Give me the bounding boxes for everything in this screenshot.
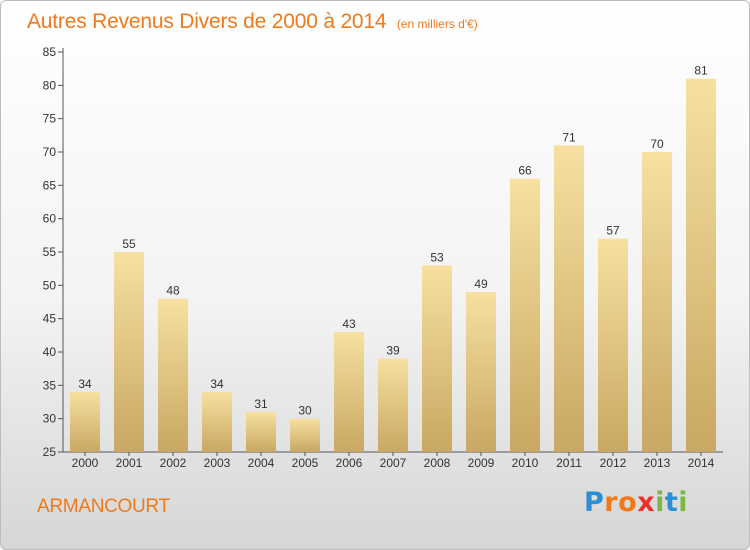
brand-letter: t: [664, 487, 679, 518]
x-tick-label: 2009: [468, 456, 495, 470]
y-tick-label: 75: [43, 112, 57, 126]
y-tick-label: 30: [43, 412, 57, 426]
chart-subtitle: (en milliers d'€): [396, 17, 478, 31]
brand-letter: r: [604, 487, 619, 518]
x-tick-label: 2014: [688, 456, 715, 470]
brand-logo: Proxiti: [584, 487, 688, 518]
x-tick-label: 2010: [512, 456, 539, 470]
data-label: 66: [518, 164, 532, 178]
data-label: 49: [474, 277, 488, 291]
x-tick-label: 2000: [72, 456, 99, 470]
y-tick-label: 50: [43, 278, 57, 292]
data-label: 57: [606, 224, 620, 238]
x-tick-label: 2001: [116, 456, 143, 470]
brand-letter: o: [618, 487, 638, 518]
bar: [114, 252, 144, 452]
y-tick-label: 80: [43, 78, 57, 92]
x-tick-label: 2006: [336, 456, 363, 470]
data-label: 48: [166, 284, 180, 298]
x-tick-label: 2005: [292, 456, 319, 470]
data-label: 34: [210, 377, 224, 391]
y-tick-label: 45: [43, 312, 57, 326]
x-tick-label: 2011: [556, 456, 582, 470]
bar: [334, 332, 364, 452]
x-tick-label: 2012: [600, 456, 627, 470]
y-tick-label: 70: [43, 145, 57, 159]
bar: [246, 412, 276, 452]
bar: [686, 78, 716, 453]
bar: [378, 358, 408, 452]
brand-letter: P: [584, 487, 605, 518]
brand-letter: i: [655, 487, 665, 518]
bar: [642, 152, 672, 452]
bar: [202, 392, 232, 452]
commune-name: ARMANCOURT: [37, 496, 170, 517]
brand-letter: x: [637, 487, 656, 518]
x-tick-label: 2002: [160, 456, 187, 470]
x-tick-label: 2013: [644, 456, 671, 470]
bar: [158, 298, 188, 452]
bar: [422, 265, 452, 452]
y-tick-label: 60: [43, 212, 57, 226]
bar: [466, 292, 496, 452]
y-tick-label: 40: [43, 345, 57, 359]
data-label: 34: [78, 377, 92, 391]
bar: [598, 238, 628, 452]
x-tick-label: 2008: [424, 456, 451, 470]
bar: [510, 178, 540, 452]
bar: [554, 145, 584, 453]
bar: [70, 392, 100, 452]
x-tick-label: 2007: [380, 456, 407, 470]
bar: [290, 418, 320, 452]
y-tick-label: 65: [43, 178, 57, 192]
brand-letter: i: [678, 487, 689, 518]
data-label: 43: [342, 317, 356, 331]
data-label: 30: [298, 404, 312, 418]
data-label: 70: [650, 137, 664, 151]
data-label: 55: [122, 237, 136, 251]
data-label: 39: [386, 344, 400, 358]
x-tick-label: 2003: [204, 456, 231, 470]
y-tick-label: 55: [43, 245, 57, 259]
data-label: 81: [694, 64, 708, 78]
data-label: 71: [562, 130, 576, 144]
y-tick-label: 25: [43, 445, 57, 459]
x-tick-label: 2004: [248, 456, 275, 470]
chart-title: Autres Revenus Divers de 2000 à 2014: [27, 10, 387, 33]
data-label: 31: [254, 397, 268, 411]
chart-title-row: Autres Revenus Divers de 2000 à 2014 (en…: [27, 10, 478, 34]
y-tick-label: 35: [43, 378, 57, 392]
y-tick-label: 85: [43, 45, 57, 59]
data-label: 53: [430, 250, 444, 264]
